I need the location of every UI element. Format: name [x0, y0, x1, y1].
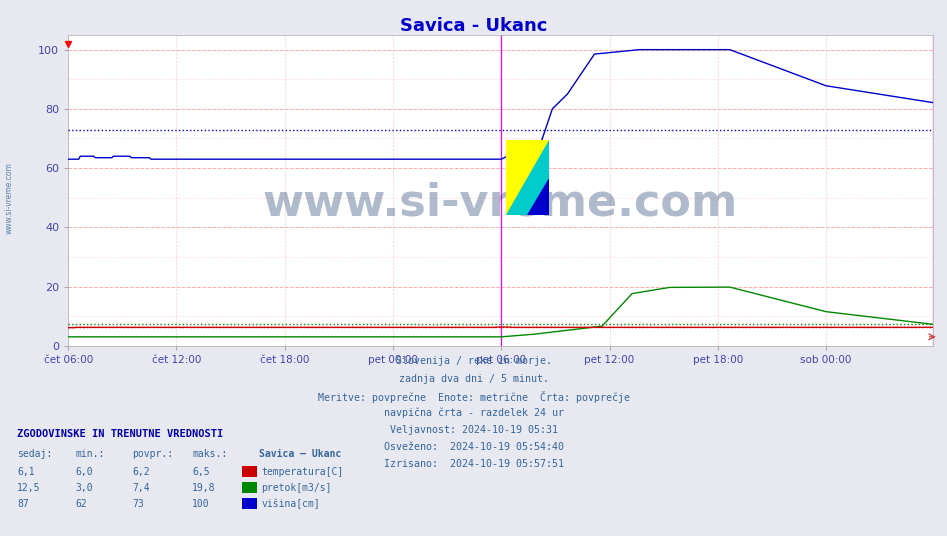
Text: 87: 87: [17, 499, 28, 509]
Text: sedaj:: sedaj:: [17, 449, 52, 459]
Text: temperatura[C]: temperatura[C]: [261, 467, 344, 477]
Text: Osveženo:  2024-10-19 05:54:40: Osveženo: 2024-10-19 05:54:40: [384, 442, 563, 452]
Text: www.si-vreme.com: www.si-vreme.com: [5, 162, 14, 234]
Text: Veljavnost: 2024-10-19 05:31: Veljavnost: 2024-10-19 05:31: [389, 425, 558, 435]
Text: 7,4: 7,4: [133, 483, 151, 493]
Text: 6,5: 6,5: [192, 467, 210, 477]
Text: 19,8: 19,8: [192, 483, 216, 493]
Text: www.si-vreme.com: www.si-vreme.com: [263, 181, 738, 224]
Text: višina[cm]: višina[cm]: [261, 498, 320, 509]
Text: 12,5: 12,5: [17, 483, 41, 493]
Text: 3,0: 3,0: [76, 483, 94, 493]
Text: Savica - Ukanc: Savica - Ukanc: [400, 17, 547, 35]
Text: povpr.:: povpr.:: [133, 449, 173, 459]
Text: Slovenija / reke in morje.: Slovenija / reke in morje.: [396, 356, 551, 367]
Text: 6,2: 6,2: [133, 467, 151, 477]
Text: Meritve: povprečne  Enote: metrične  Črta: povprečje: Meritve: povprečne Enote: metrične Črta:…: [317, 391, 630, 403]
Text: maks.:: maks.:: [192, 449, 227, 459]
Text: 62: 62: [76, 499, 87, 509]
Text: Savica – Ukanc: Savica – Ukanc: [259, 449, 341, 459]
Text: pretok[m3/s]: pretok[m3/s]: [261, 483, 331, 493]
Text: 6,0: 6,0: [76, 467, 94, 477]
Text: navpična črta - razdelek 24 ur: navpična črta - razdelek 24 ur: [384, 408, 563, 419]
Text: 73: 73: [133, 499, 144, 509]
Text: ZGODOVINSKE IN TRENUTNE VREDNOSTI: ZGODOVINSKE IN TRENUTNE VREDNOSTI: [17, 429, 223, 439]
Text: 6,1: 6,1: [17, 467, 35, 477]
Polygon shape: [527, 177, 548, 215]
Text: min.:: min.:: [76, 449, 105, 459]
Text: 100: 100: [192, 499, 210, 509]
Text: Izrisano:  2024-10-19 05:57:51: Izrisano: 2024-10-19 05:57:51: [384, 459, 563, 470]
Polygon shape: [506, 140, 548, 215]
Text: zadnja dva dni / 5 minut.: zadnja dva dni / 5 minut.: [399, 374, 548, 384]
Polygon shape: [506, 140, 548, 215]
